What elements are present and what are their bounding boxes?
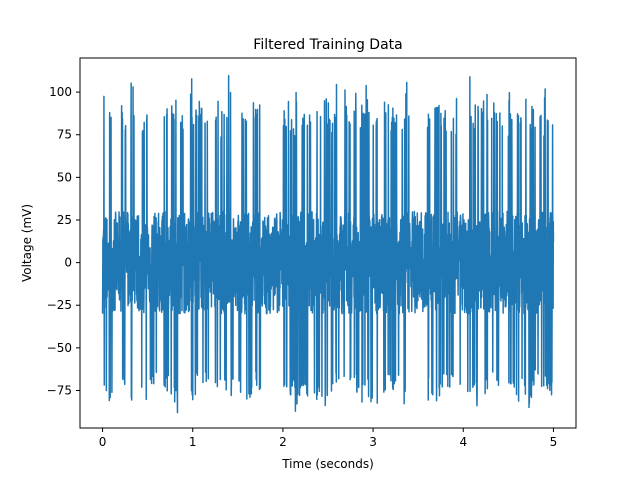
x-tick-label: 1 bbox=[189, 435, 197, 449]
y-axis-label: Voltage (mV) bbox=[20, 204, 34, 282]
y-axis-ticks: −75 −50 −25 0 25 50 75 100 bbox=[47, 85, 80, 397]
y-tick-label: 50 bbox=[57, 170, 72, 184]
x-tick-label: 2 bbox=[279, 435, 287, 449]
axes-frame bbox=[79, 57, 577, 429]
y-tick-label: 25 bbox=[57, 213, 72, 227]
series-voltage-line bbox=[101, 74, 555, 414]
plot-area bbox=[101, 74, 555, 414]
chart-title: Filtered Training Data bbox=[253, 37, 402, 53]
x-tick-label: 3 bbox=[369, 435, 377, 449]
x-tick-label: 4 bbox=[459, 435, 467, 449]
y-tick-label: −25 bbox=[47, 298, 72, 312]
x-axis-ticks: 0 1 2 3 4 5 bbox=[99, 428, 558, 449]
y-tick-label: −50 bbox=[47, 341, 72, 355]
x-tick-label: 0 bbox=[99, 435, 107, 449]
y-tick-label: 0 bbox=[64, 256, 72, 270]
y-tick-label: −75 bbox=[47, 383, 72, 397]
y-tick-label: 75 bbox=[57, 128, 72, 142]
x-tick-label: 5 bbox=[550, 435, 558, 449]
x-axis-label: Time (seconds) bbox=[281, 457, 374, 471]
y-tick-label: 100 bbox=[49, 85, 72, 99]
